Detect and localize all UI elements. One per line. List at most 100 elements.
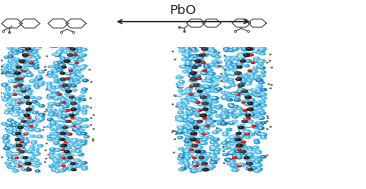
Ellipse shape <box>70 68 71 69</box>
Ellipse shape <box>184 54 191 57</box>
Ellipse shape <box>208 49 213 51</box>
Ellipse shape <box>69 157 70 158</box>
Ellipse shape <box>196 141 200 143</box>
Ellipse shape <box>186 111 192 113</box>
Ellipse shape <box>16 146 22 149</box>
Ellipse shape <box>58 81 64 84</box>
Ellipse shape <box>48 119 53 121</box>
Ellipse shape <box>81 67 86 69</box>
Ellipse shape <box>23 97 29 100</box>
Ellipse shape <box>191 49 198 52</box>
Ellipse shape <box>214 80 218 82</box>
Ellipse shape <box>37 135 43 138</box>
Ellipse shape <box>228 62 230 63</box>
Ellipse shape <box>30 148 34 150</box>
Ellipse shape <box>202 80 207 82</box>
Ellipse shape <box>192 84 194 85</box>
Ellipse shape <box>250 114 255 116</box>
Ellipse shape <box>201 72 208 75</box>
Ellipse shape <box>24 157 25 158</box>
Ellipse shape <box>16 78 20 80</box>
Ellipse shape <box>75 150 81 152</box>
Ellipse shape <box>231 110 232 111</box>
Ellipse shape <box>256 79 263 82</box>
Ellipse shape <box>10 153 11 154</box>
Ellipse shape <box>60 73 64 75</box>
Ellipse shape <box>184 144 190 146</box>
Ellipse shape <box>176 106 177 107</box>
Ellipse shape <box>10 146 12 147</box>
Ellipse shape <box>48 135 52 137</box>
Ellipse shape <box>3 64 8 66</box>
Ellipse shape <box>187 112 193 115</box>
Ellipse shape <box>7 125 11 127</box>
Ellipse shape <box>71 85 76 87</box>
Ellipse shape <box>242 102 245 103</box>
Ellipse shape <box>82 88 87 91</box>
Ellipse shape <box>15 161 22 164</box>
Ellipse shape <box>37 170 38 171</box>
Ellipse shape <box>76 105 77 106</box>
Ellipse shape <box>27 118 31 119</box>
Ellipse shape <box>199 57 203 59</box>
Ellipse shape <box>214 76 221 79</box>
Ellipse shape <box>52 163 57 165</box>
Ellipse shape <box>27 56 34 58</box>
Ellipse shape <box>255 60 256 61</box>
Ellipse shape <box>83 125 89 128</box>
Ellipse shape <box>24 64 29 66</box>
Ellipse shape <box>258 94 259 95</box>
Ellipse shape <box>57 61 63 64</box>
Ellipse shape <box>18 149 19 150</box>
Ellipse shape <box>29 155 31 156</box>
Ellipse shape <box>53 140 57 142</box>
Ellipse shape <box>60 64 64 66</box>
Ellipse shape <box>59 153 65 155</box>
Ellipse shape <box>56 54 62 56</box>
Ellipse shape <box>71 60 72 61</box>
Ellipse shape <box>48 113 53 116</box>
Ellipse shape <box>66 84 72 87</box>
Ellipse shape <box>196 60 201 62</box>
Ellipse shape <box>186 153 187 154</box>
Ellipse shape <box>242 56 246 58</box>
Ellipse shape <box>23 140 30 143</box>
Ellipse shape <box>82 119 88 121</box>
Ellipse shape <box>229 111 231 112</box>
Ellipse shape <box>185 90 191 92</box>
Ellipse shape <box>179 84 186 87</box>
Ellipse shape <box>213 90 220 92</box>
Ellipse shape <box>238 64 243 66</box>
Ellipse shape <box>22 166 24 167</box>
Ellipse shape <box>228 49 235 52</box>
Ellipse shape <box>251 85 253 86</box>
Ellipse shape <box>179 162 184 164</box>
Ellipse shape <box>9 109 11 110</box>
Ellipse shape <box>47 86 52 88</box>
Ellipse shape <box>14 76 19 78</box>
Ellipse shape <box>20 50 22 51</box>
Ellipse shape <box>261 136 266 138</box>
Ellipse shape <box>18 165 24 168</box>
Ellipse shape <box>54 155 55 156</box>
Ellipse shape <box>257 65 263 68</box>
Ellipse shape <box>60 99 66 102</box>
Ellipse shape <box>29 157 30 158</box>
Ellipse shape <box>70 144 72 145</box>
Ellipse shape <box>179 108 184 110</box>
Ellipse shape <box>30 125 33 127</box>
Ellipse shape <box>84 106 86 107</box>
Ellipse shape <box>271 67 272 68</box>
Ellipse shape <box>18 110 24 113</box>
Ellipse shape <box>222 116 229 119</box>
Ellipse shape <box>234 157 235 158</box>
Ellipse shape <box>180 42 181 43</box>
Ellipse shape <box>195 69 197 70</box>
Ellipse shape <box>261 122 266 124</box>
Ellipse shape <box>226 84 231 86</box>
Ellipse shape <box>227 94 233 97</box>
Ellipse shape <box>209 96 215 99</box>
Ellipse shape <box>36 163 41 165</box>
Ellipse shape <box>55 133 57 134</box>
Ellipse shape <box>206 154 213 157</box>
